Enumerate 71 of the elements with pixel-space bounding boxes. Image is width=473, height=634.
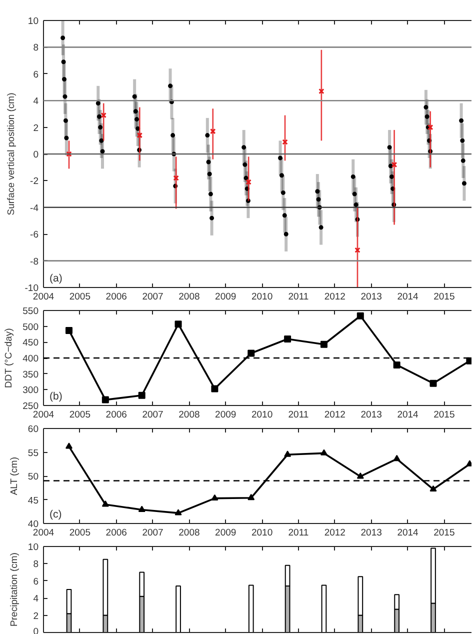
- x-tick-label: 2006: [106, 292, 127, 302]
- y-tick-label: 55: [28, 448, 39, 459]
- y-tick-label: 550: [22, 306, 39, 317]
- y-tick-label: 45: [28, 495, 39, 506]
- y-tick-label: -8: [30, 256, 39, 268]
- x-tick-label: 2004: [32, 528, 54, 538]
- y-tick-label: 450: [22, 338, 39, 349]
- x-tick-label: 2010: [251, 528, 273, 538]
- x-tick-label: 2013: [360, 410, 382, 420]
- x-tick-label: 2008: [178, 528, 200, 538]
- x-tick-label: 2011: [288, 528, 309, 538]
- y-tick-label: 2: [33, 610, 39, 622]
- y-axis-title: DDT (°C−day): [4, 328, 15, 388]
- x-tick-label: 2010: [251, 292, 273, 302]
- x-tick-label: 2009: [215, 292, 236, 302]
- x-tick-label: 2009: [215, 410, 236, 420]
- x-tick-label: 2005: [69, 528, 90, 538]
- x-tick-label: 2004: [32, 410, 54, 420]
- x-tick-label: 2007: [142, 410, 164, 420]
- y-axis-title: ALT (cm): [8, 456, 20, 496]
- annotation: (b): [50, 390, 62, 402]
- y-tick-label: 8: [33, 559, 39, 570]
- x-tick-label: 2007: [142, 292, 164, 302]
- x-tick-label: 2006: [106, 528, 127, 538]
- x-tick-label: 2011: [288, 410, 309, 420]
- x-tick-label: 2006: [106, 410, 127, 420]
- y-tick-label: 6: [33, 69, 39, 80]
- x-tick-label: 2013: [360, 292, 382, 302]
- x-tick-label: 2004: [32, 292, 54, 302]
- x-tick-label: 2010: [251, 410, 273, 420]
- x-tick-label: 2007: [142, 528, 164, 538]
- x-tick-label: 2012: [324, 528, 346, 538]
- x-tick-label: 2005: [69, 410, 90, 420]
- annotation: (a): [50, 272, 62, 284]
- x-tick-label: 2013: [360, 528, 382, 538]
- y-tick-label: 2: [33, 122, 39, 134]
- x-tick-label: 2011: [288, 292, 309, 302]
- y-tick-label: -4: [30, 202, 39, 214]
- x-tick-label: 2014: [397, 528, 418, 538]
- y-tick-label: 50: [28, 472, 39, 482]
- x-tick-label: 2009: [215, 528, 236, 538]
- x-tick-label: 2008: [178, 410, 200, 420]
- x-tick-label: 2015: [434, 528, 455, 538]
- y-tick-label: 300: [22, 385, 39, 396]
- x-tick-label: 2015: [434, 292, 455, 302]
- y-tick-label: -6: [30, 230, 39, 241]
- y-tick-label: 250: [22, 401, 39, 412]
- y-tick-label: -2: [30, 176, 39, 188]
- y-axis-title: Surface vertical position (cm): [6, 92, 17, 216]
- x-tick-label: 2014: [397, 410, 418, 420]
- x-tick-label: 2012: [324, 292, 346, 302]
- y-tick-label: 8: [33, 42, 39, 54]
- y-tick-label: 400: [22, 354, 39, 364]
- y-tick-label: 6: [33, 576, 39, 588]
- x-tick-label: 2008: [178, 292, 200, 302]
- y-tick-label: 60: [28, 424, 39, 435]
- y-tick-label: 4: [33, 96, 39, 108]
- y-tick-label: -10: [24, 283, 39, 294]
- y-axis-title: Precipitation (cm): [8, 552, 20, 626]
- y-tick-label: 500: [22, 322, 39, 333]
- y-tick-label: 4: [33, 594, 39, 605]
- y-tick-label: 0: [33, 150, 39, 160]
- annotation: (c): [50, 508, 62, 520]
- y-tick-label: 10: [28, 16, 39, 27]
- x-tick-label: 2012: [324, 410, 346, 420]
- x-tick-label: 2005: [69, 292, 90, 302]
- x-tick-label: 2014: [397, 292, 418, 302]
- x-tick-label: 2015: [434, 410, 455, 420]
- y-tick-label: 350: [22, 369, 39, 380]
- y-tick-label: 40: [28, 519, 39, 530]
- y-tick-label: 10: [28, 542, 39, 553]
